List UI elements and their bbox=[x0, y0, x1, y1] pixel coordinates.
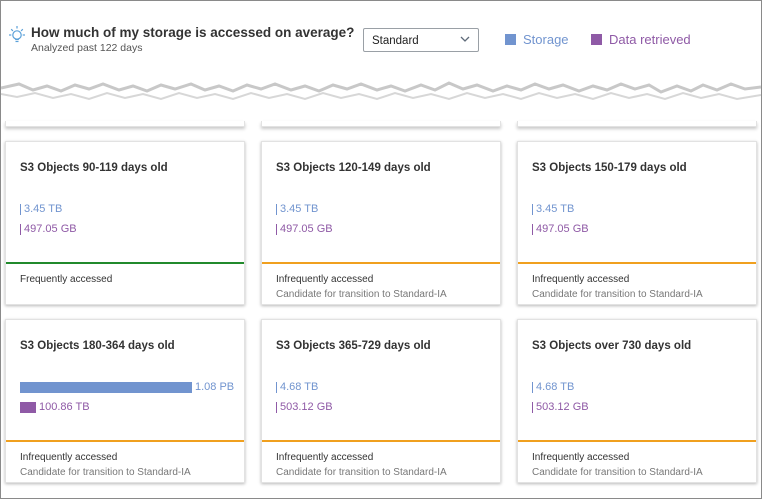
access-status: Infrequently accessed bbox=[20, 452, 118, 463]
access-status-line bbox=[518, 262, 756, 264]
retrieved-value: 497.05 GB bbox=[280, 223, 333, 235]
storage-value: 4.68 TB bbox=[536, 381, 575, 393]
age-group-card[interactable]: S3 Objects 90-119 days old 3.45 TB 497.05 … bbox=[5, 141, 245, 305]
legend-label-data-retrieved: Data retrieved bbox=[609, 32, 691, 47]
legend-label-storage: Storage bbox=[523, 32, 569, 47]
age-group-card[interactable]: S3 Objects over 730 days old 4.68 TB 503.1… bbox=[517, 319, 757, 483]
card-title: S3 Objects over 730 days old bbox=[532, 340, 692, 352]
storage-bar bbox=[20, 204, 21, 215]
storage-class-select[interactable]: Standard bbox=[363, 28, 479, 52]
storage-value: 1.08 PB bbox=[195, 381, 235, 393]
access-status-line bbox=[518, 440, 756, 442]
retrieved-value: 503.12 GB bbox=[280, 401, 333, 413]
storage-bar bbox=[532, 382, 533, 393]
transition-recommendation: Candidate for transition to Standard-IA bbox=[532, 289, 703, 300]
access-status: Infrequently accessed bbox=[276, 452, 374, 463]
retrieved-bar bbox=[20, 402, 36, 413]
access-status: Infrequently accessed bbox=[532, 452, 630, 463]
lightbulb-icon bbox=[9, 26, 25, 43]
legend-swatch-storage bbox=[505, 34, 516, 45]
card-bottom-edge bbox=[261, 121, 501, 127]
age-group-card[interactable]: S3 Objects 180-364 days old 1.08 PB 100.86… bbox=[5, 319, 245, 483]
retrieved-value: 497.05 GB bbox=[24, 223, 77, 235]
panel-title: How much of my storage is accessed on av… bbox=[31, 25, 355, 40]
legend-swatch-data-retrieved bbox=[591, 34, 602, 45]
panel-header: How much of my storage is accessed on av… bbox=[1, 1, 761, 73]
access-status: Frequently accessed bbox=[20, 274, 113, 285]
storage-bar bbox=[532, 204, 533, 215]
access-status-line bbox=[262, 262, 500, 264]
transition-recommendation: Candidate for transition to Standard-IA bbox=[532, 467, 703, 478]
card-title: S3 Objects 180-364 days old bbox=[20, 340, 175, 352]
storage-class-select-value: Standard bbox=[372, 35, 419, 47]
retrieved-bar bbox=[532, 402, 533, 413]
card-title: S3 Objects 150-179 days old bbox=[532, 162, 687, 174]
analysis-period: Analyzed past 122 days bbox=[31, 42, 143, 54]
card-title: S3 Objects 120-149 days old bbox=[276, 162, 431, 174]
storage-bar bbox=[276, 382, 277, 393]
transition-recommendation: Candidate for transition to Standard-IA bbox=[20, 467, 191, 478]
age-group-card[interactable]: S3 Objects 365-729 days old 4.68 TB 503.12… bbox=[261, 319, 501, 483]
age-group-card[interactable]: S3 Objects 120-149 days old 3.45 TB 497.05… bbox=[261, 141, 501, 305]
access-status-line bbox=[262, 440, 500, 442]
retrieved-bar bbox=[532, 224, 533, 235]
retrieved-value: 497.05 GB bbox=[536, 223, 589, 235]
retrieved-bar bbox=[276, 224, 277, 235]
card-title: S3 Objects 365-729 days old bbox=[276, 340, 431, 352]
storage-bar bbox=[276, 204, 277, 215]
card-bottom-edge bbox=[5, 121, 245, 127]
storage-value: 3.45 TB bbox=[536, 203, 575, 215]
retrieved-value: 503.12 GB bbox=[536, 401, 589, 413]
transition-recommendation: Candidate for transition to Standard-IA bbox=[276, 467, 447, 478]
storage-value: 3.45 TB bbox=[24, 203, 63, 215]
chevron-down-icon bbox=[460, 36, 470, 42]
access-status-line bbox=[6, 440, 244, 442]
storage-value: 3.45 TB bbox=[280, 203, 319, 215]
access-status-line bbox=[6, 262, 244, 264]
access-status: Infrequently accessed bbox=[532, 274, 630, 285]
storage-value: 4.68 TB bbox=[280, 381, 319, 393]
torn-edge-divider bbox=[1, 71, 761, 127]
age-group-card[interactable]: S3 Objects 150-179 days old 3.45 TB 497.05… bbox=[517, 141, 757, 305]
card-title: S3 Objects 90-119 days old bbox=[20, 162, 168, 174]
access-status: Infrequently accessed bbox=[276, 274, 374, 285]
transition-recommendation: Candidate for transition to Standard-IA bbox=[276, 289, 447, 300]
retrieved-bar bbox=[20, 224, 21, 235]
retrieved-value: 100.86 TB bbox=[39, 401, 90, 413]
card-bottom-edge bbox=[517, 121, 757, 127]
storage-bar bbox=[20, 382, 192, 393]
retrieved-bar bbox=[276, 402, 277, 413]
